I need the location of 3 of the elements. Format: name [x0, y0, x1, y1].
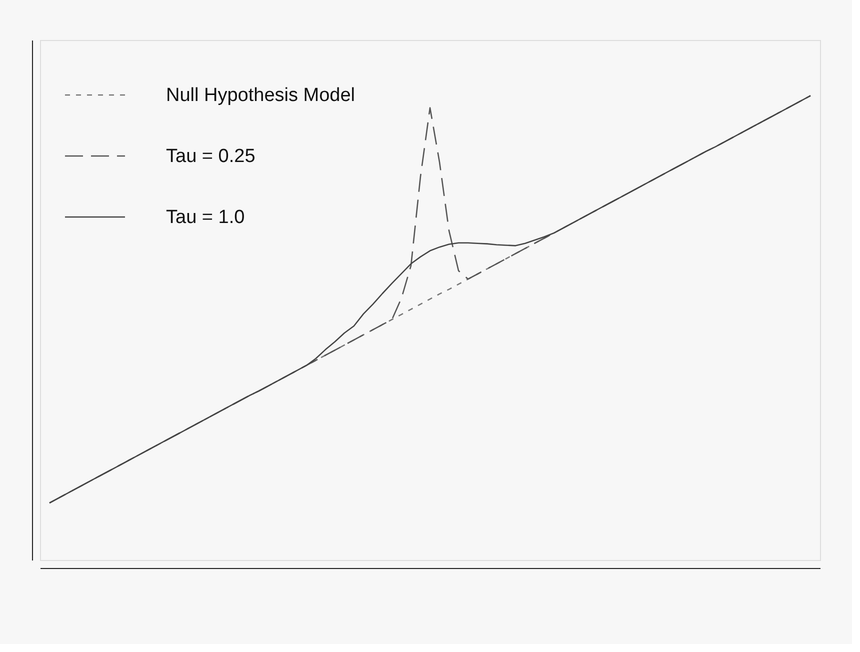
legend-label: Null Hypothesis Model: [166, 85, 356, 106]
legend-label: Tau = 0.25: [166, 146, 256, 167]
legend-label: Tau = 1.0: [166, 207, 245, 228]
